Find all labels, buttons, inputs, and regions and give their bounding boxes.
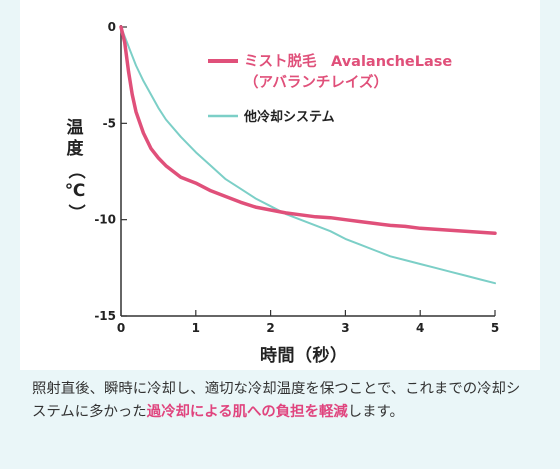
y-tick-label: -15 bbox=[94, 309, 116, 323]
y-tick-label: 0 bbox=[108, 20, 116, 34]
y-tick-label: -5 bbox=[103, 116, 116, 130]
caption-text: 照射直後、瞬時に冷却し、適切な冷却温度を保つことで、これまでの冷却システムに多か… bbox=[32, 381, 521, 420]
caption-text-end: します。 bbox=[347, 404, 404, 420]
y-tick-label: -10 bbox=[94, 213, 116, 227]
x-tick-label: 3 bbox=[341, 321, 349, 335]
x-tick-label: 0 bbox=[117, 321, 125, 335]
caption: 照射直後、瞬時に冷却し、適切な冷却温度を保つことで、これまでの冷却システムに多か… bbox=[32, 378, 532, 424]
y-axis-label: 温度（℃） bbox=[64, 118, 86, 221]
x-tick-label: 1 bbox=[192, 321, 200, 335]
series-line bbox=[119, 25, 497, 235]
x-tick-label: 2 bbox=[266, 321, 274, 335]
x-axis-label: 時間（秒） bbox=[260, 346, 348, 366]
x-tick-label: 5 bbox=[491, 321, 499, 335]
caption-highlight: 過冷却による肌への負担を軽減 bbox=[146, 404, 348, 420]
legend-label: ミスト脱毛 AvalancheLase bbox=[244, 52, 452, 70]
x-tick-label: 4 bbox=[416, 321, 424, 335]
chart-panel bbox=[20, 0, 540, 370]
legend-label: 他冷却システム bbox=[243, 109, 335, 125]
legend-label-line2: （アバランチレイズ） bbox=[244, 73, 388, 91]
